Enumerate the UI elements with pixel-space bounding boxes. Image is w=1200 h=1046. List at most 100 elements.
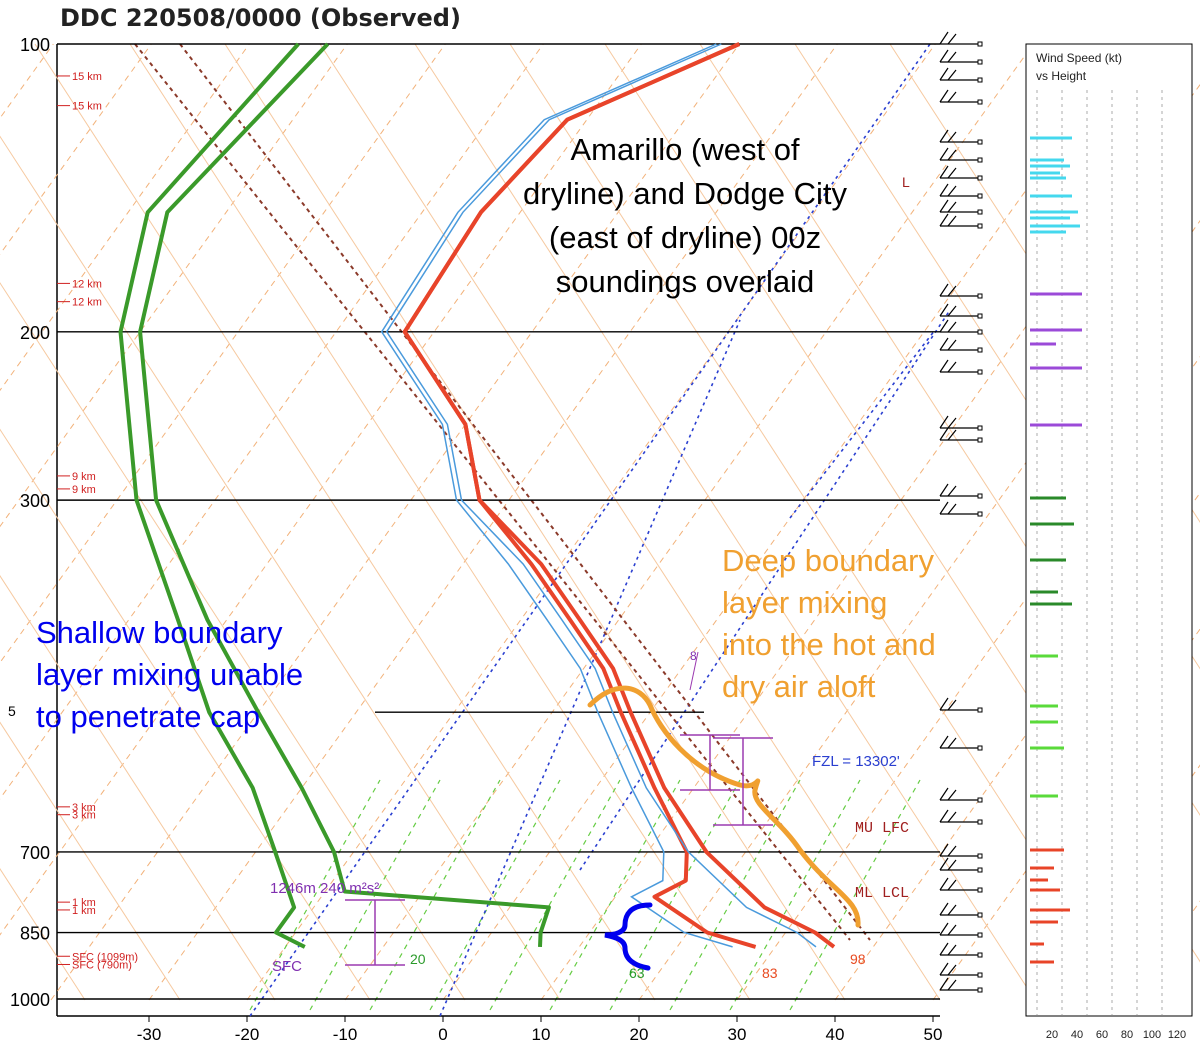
wind-barb <box>939 857 983 873</box>
pressure-label-700: 700 <box>20 843 50 863</box>
blue-bracket <box>604 902 653 971</box>
wind-barb <box>939 183 983 199</box>
height-label: 15 km <box>72 101 102 113</box>
value-63: 63 <box>629 965 645 981</box>
dry-adiabat-line <box>0 721 181 1001</box>
wind-barb <box>939 147 983 163</box>
isotherm-line <box>0 43 544 800</box>
wind-speed-inset: Wind Speed (kt) vs Height 20 40 60 80 100 120 <box>1025 43 1193 1041</box>
height-label: 1 km <box>72 897 96 909</box>
height-label: SFC (790m) <box>72 959 132 971</box>
wind-barb <box>939 303 983 319</box>
moist-adiabat-line <box>429 779 561 1011</box>
dry-adiabat-line <box>319 43 941 1001</box>
inset-axis-label: 100 <box>1143 1029 1161 1041</box>
isotherm-line <box>148 43 838 1001</box>
moist-adiabat-line <box>789 779 921 1011</box>
wind-barb <box>939 199 983 215</box>
wind-barb <box>939 67 983 83</box>
value-8: 8 <box>690 649 697 663</box>
wind-barb <box>939 213 983 229</box>
height-label: 9 km <box>72 484 96 496</box>
height-label: 3 km <box>72 802 96 814</box>
wind-barb <box>939 337 983 353</box>
wind-barb <box>939 129 983 145</box>
dry-adiabat-line <box>699 43 1200 816</box>
height-label: 3 km <box>72 810 96 822</box>
height-label: 9 km <box>72 471 96 483</box>
isotherm-line <box>0 43 446 664</box>
moist-adiabat-line <box>489 779 621 1011</box>
ml-lcl-label: ML LCL <box>855 885 909 902</box>
wind-barb <box>939 31 983 47</box>
wind-barb <box>939 501 983 517</box>
height-label: 1 km <box>72 905 96 917</box>
moist-adiabat-line <box>249 779 381 1011</box>
inset-axis-label: 80 <box>1121 1029 1133 1041</box>
height-labels: 15 km 15 km 12 km 12 km 9 km9 km 3 km3 km 1 km… <box>57 71 138 971</box>
isotherm-line <box>50 43 740 1001</box>
sfc-label: SFC <box>272 958 302 975</box>
annotation-blue: Shallow boundary layer mixing unable to … <box>36 615 304 734</box>
height-label: 12 km <box>72 297 102 309</box>
wind-barbs <box>939 31 983 993</box>
x-tick-label: -20 <box>235 1025 260 1044</box>
height-label: SFC (1099m) <box>72 951 138 963</box>
moist-adiabat-line <box>609 779 741 1011</box>
moist-adiabat-line <box>369 779 501 1011</box>
virtual-temp-trace-2 <box>380 43 733 948</box>
mixing-ratio-line <box>439 319 741 1017</box>
wind-barb <box>939 49 983 65</box>
wind-barb <box>939 843 983 859</box>
wind-barb <box>939 877 983 893</box>
x-tick-label: 30 <box>728 1025 747 1044</box>
dry-adiabat-line <box>0 135 561 1001</box>
x-tick-label: -30 <box>137 1025 162 1044</box>
wind-barb <box>939 165 983 181</box>
dry-adiabat-line <box>224 43 846 1001</box>
wind-barb <box>939 902 983 918</box>
x-tick-label: 50 <box>924 1025 943 1044</box>
wind-barb <box>939 942 983 958</box>
wind-barb <box>939 283 983 299</box>
wind-barb <box>939 89 983 105</box>
inset-axis-label: 40 <box>1071 1029 1083 1041</box>
wind-barb <box>939 735 983 751</box>
isotherm-line <box>0 43 250 392</box>
wind-barb <box>939 787 983 803</box>
pressure-label-850: 850 <box>20 924 50 944</box>
isotherm-line <box>0 43 348 528</box>
value-98: 98 <box>850 951 866 967</box>
wind-barb <box>939 809 983 825</box>
sounding-trace-4 <box>138 42 551 947</box>
pressure-label-1000: 1000 <box>10 990 50 1010</box>
height-label: 12 km <box>72 278 102 290</box>
hodograph-marker <box>689 651 699 691</box>
wind-barb <box>939 962 983 978</box>
x-tick-label: 20 <box>630 1025 649 1044</box>
sounding-traces <box>118 42 836 949</box>
temperature-labels: -30 -20 -10 0 10 20 30 40 50 <box>137 1016 943 1044</box>
x-tick-label: -10 <box>333 1025 358 1044</box>
pressure-label-200: 200 <box>20 323 50 343</box>
annotation-center: Amarillo (west of dryline) and Dodge Cit… <box>523 132 847 299</box>
dry-adiabat-line <box>889 43 1200 523</box>
x-tick-label: 0 <box>438 1025 447 1044</box>
dry-adiabat-line <box>34 43 656 1001</box>
mixing-ratio-line <box>249 43 931 1017</box>
inset-title-line1: Wind Speed (kt) <box>1036 51 1122 65</box>
wind-barb <box>939 415 983 431</box>
wind-barb <box>939 922 983 938</box>
dry-adiabat-line <box>0 575 276 1001</box>
value-20: 20 <box>410 951 426 967</box>
plot-frame <box>56 44 940 1017</box>
fzl-label: FZL = 13302' <box>812 753 900 770</box>
wind-barb <box>939 427 983 443</box>
inset-title-line2: vs Height <box>1036 69 1087 83</box>
orange-bracket <box>587 685 861 928</box>
wind-barb <box>939 697 983 713</box>
wind-barb <box>939 359 983 375</box>
pressure-labels: 100 200 300 700 850 1000 <box>10 35 50 1010</box>
moist-adiabat-line <box>549 779 681 1011</box>
